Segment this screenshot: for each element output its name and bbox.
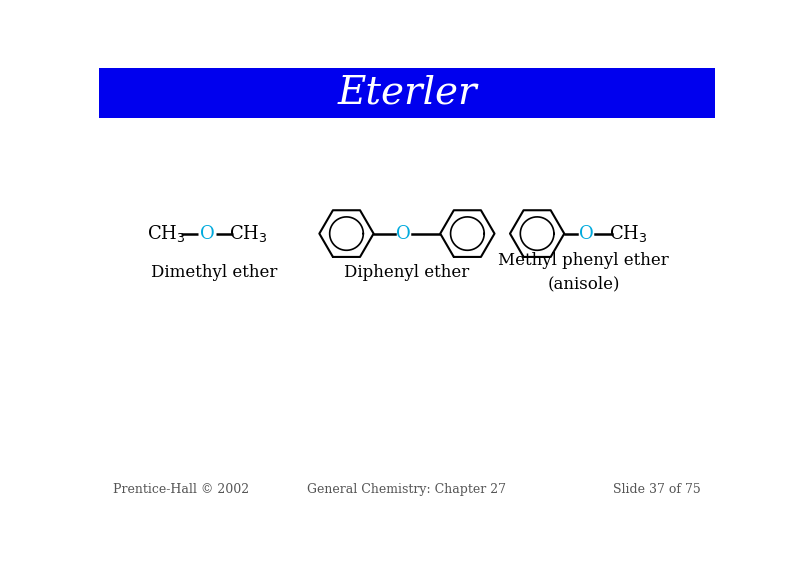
Text: O: O <box>395 225 410 243</box>
Text: O: O <box>579 225 593 243</box>
Text: Eterler: Eterler <box>337 75 476 112</box>
Text: Diphenyl ether: Diphenyl ether <box>345 264 469 281</box>
Text: O: O <box>199 225 214 243</box>
Text: General Chemistry: Chapter 27: General Chemistry: Chapter 27 <box>307 484 507 497</box>
Text: Prentice-Hall © 2002: Prentice-Hall © 2002 <box>114 484 249 497</box>
Text: CH$_3$: CH$_3$ <box>608 223 647 244</box>
Text: Dimethyl ether: Dimethyl ether <box>151 264 277 281</box>
Text: Methyl phenyl ether
(anisole): Methyl phenyl ether (anisole) <box>499 252 669 293</box>
Text: Slide 37 of 75: Slide 37 of 75 <box>613 484 700 497</box>
Text: CH$_3$: CH$_3$ <box>147 223 185 244</box>
Text: CH$_3$: CH$_3$ <box>229 223 268 244</box>
FancyBboxPatch shape <box>99 68 715 118</box>
